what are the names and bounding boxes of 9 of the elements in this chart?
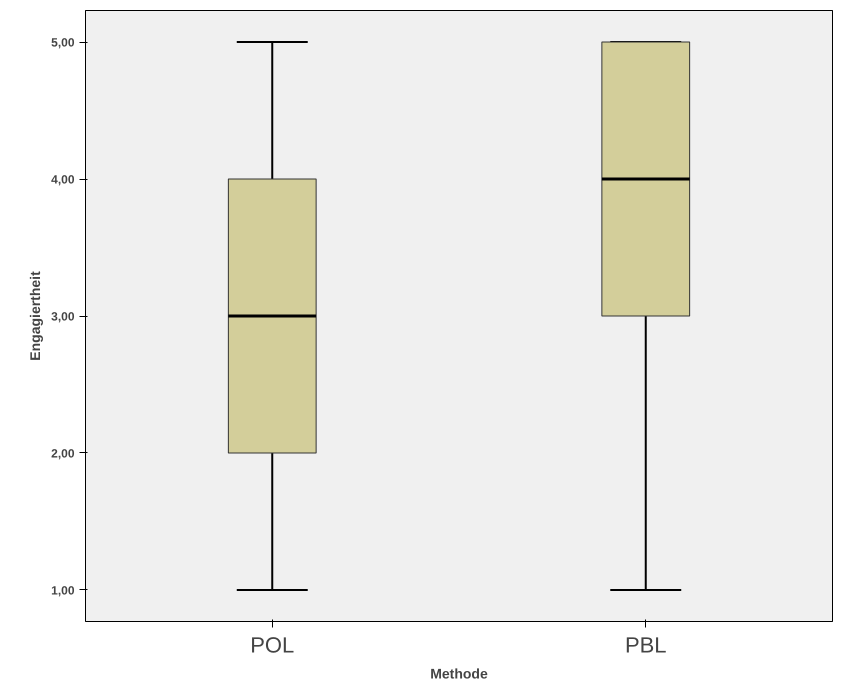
y-tick-label: 2,00 bbox=[51, 446, 75, 460]
y-axis-title: Engagiertheit bbox=[27, 270, 44, 361]
x-tick-label: PBL bbox=[624, 632, 667, 658]
y-tick-label: 5,00 bbox=[51, 36, 75, 50]
x-tick-label: POL bbox=[250, 632, 294, 658]
y-tick-label: 4,00 bbox=[51, 172, 75, 187]
y-tick-label: 3,00 bbox=[51, 310, 75, 324]
x-axis-title: Methode bbox=[430, 666, 488, 682]
y-tick-label: 1,00 bbox=[51, 583, 75, 598]
